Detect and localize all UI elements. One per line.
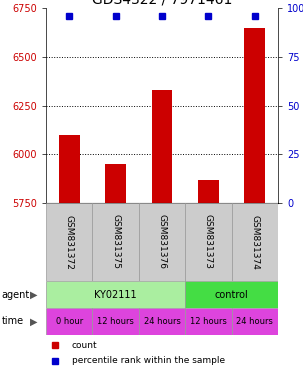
Text: ▶: ▶ [30, 290, 38, 300]
Bar [185, 308, 231, 335]
Text: GSM831373: GSM831373 [204, 215, 213, 270]
Bar [46, 308, 92, 335]
Bar [185, 203, 231, 281]
Text: agent: agent [2, 290, 30, 300]
Bar [231, 308, 278, 335]
Bar [139, 308, 185, 335]
Text: 24 hours: 24 hours [144, 317, 181, 326]
Text: ▶: ▶ [30, 316, 38, 326]
Text: KY02111: KY02111 [94, 290, 137, 300]
Text: 0 hour: 0 hour [55, 317, 83, 326]
Text: GSM831374: GSM831374 [250, 215, 259, 270]
Bar [92, 203, 139, 281]
Text: GSM831372: GSM831372 [65, 215, 74, 270]
Bar [152, 90, 172, 203]
Text: GSM831376: GSM831376 [158, 215, 167, 270]
Text: percentile rank within the sample: percentile rank within the sample [72, 356, 225, 366]
Text: 12 hours: 12 hours [97, 317, 134, 326]
Text: control: control [215, 290, 248, 300]
Bar [46, 281, 185, 308]
Bar [46, 203, 92, 281]
Text: 24 hours: 24 hours [236, 317, 273, 326]
Bar [92, 308, 139, 335]
Text: 12 hours: 12 hours [190, 317, 227, 326]
Bar [231, 203, 278, 281]
Bar [244, 28, 265, 203]
Bar [185, 281, 278, 308]
Text: time: time [2, 316, 24, 326]
Text: count: count [72, 341, 97, 349]
Title: GDS4322 / 7971461: GDS4322 / 7971461 [92, 0, 232, 7]
Bar [105, 164, 126, 203]
Bar [59, 135, 80, 203]
Bar [198, 180, 219, 203]
Text: GSM831375: GSM831375 [111, 215, 120, 270]
Bar [139, 203, 185, 281]
